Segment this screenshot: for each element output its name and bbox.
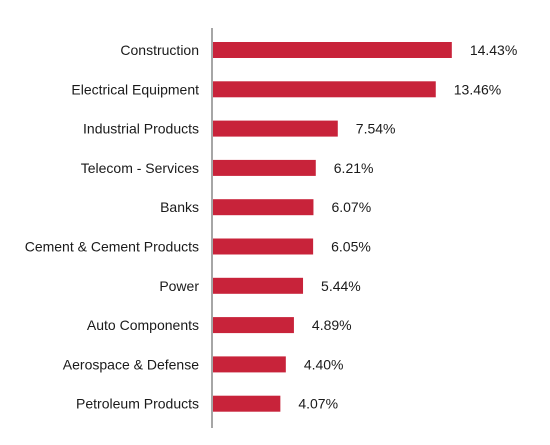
category-label-3: Telecom - Services [81,160,199,176]
labels-layer: Construction 14.43% Electrical Equipment 13… [25,42,518,412]
bar-8 [213,356,286,373]
value-label-5: 6.05% [331,239,371,255]
bar-1 [213,81,436,98]
value-label-6: 5.44% [321,278,361,294]
bar-5 [213,238,314,255]
value-label-3: 6.21% [334,160,374,176]
category-label-7: Auto Components [87,317,199,333]
value-label-9: 4.07% [298,396,338,412]
value-label-8: 4.40% [304,356,344,372]
category-label-6: Power [159,278,199,294]
category-label-9: Petroleum Products [76,396,199,412]
bar-2 [213,120,338,137]
value-label-4: 6.07% [331,199,371,215]
value-label-7: 4.89% [312,317,352,333]
category-label-5: Cement & Cement Products [25,239,199,255]
bar-3 [213,159,316,176]
bar-7 [213,317,294,334]
bar-6 [213,277,304,294]
value-label-2: 7.54% [356,121,396,137]
bar-0 [213,42,452,58]
category-label-2: Industrial Products [83,121,199,137]
value-label-1: 13.46% [454,81,501,97]
bar-9 [213,395,281,412]
value-label-0: 14.43% [470,42,517,58]
bars-layer [213,42,452,412]
category-label-0: Construction [120,42,199,58]
category-label-1: Electrical Equipment [71,81,199,97]
category-label-8: Aerospace & Defense [63,356,199,372]
bar-4 [213,199,314,216]
category-label-4: Banks [160,199,199,215]
